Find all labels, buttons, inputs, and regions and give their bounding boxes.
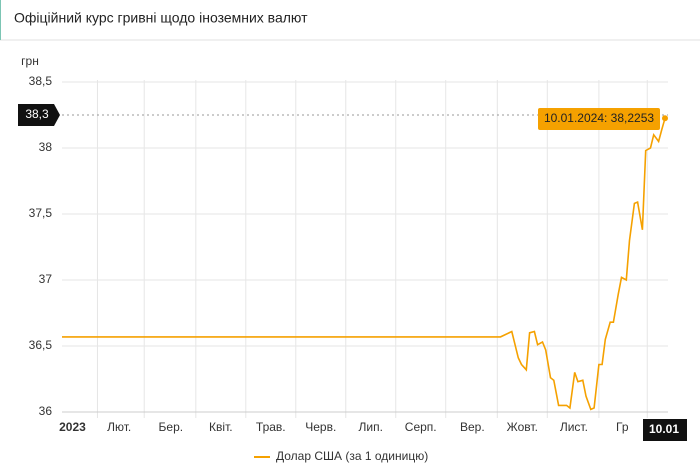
- x-tick-label: Серп.: [405, 420, 437, 434]
- x-tick-label: Лип.: [359, 420, 383, 434]
- tooltip-box: [538, 108, 660, 130]
- legend-label: Долар США (за 1 одиницю): [276, 449, 428, 463]
- x-tick-label: Вер.: [460, 420, 485, 434]
- header: [0, 0, 700, 40]
- tooltip-text: 10.01.2024: 38,2253: [544, 111, 654, 125]
- x-tick-label: Лют.: [107, 420, 131, 434]
- line-series: [62, 118, 666, 411]
- x-tick-label: Жовт.: [507, 420, 538, 434]
- y-tick-label: 38: [39, 140, 53, 154]
- y-tick-label: 36: [39, 404, 53, 418]
- header-title: Офіційний курс гривні щодо іноземних вал…: [14, 10, 308, 26]
- y-tick-label: 37,5: [29, 206, 53, 220]
- x-tick-label: Квіт.: [209, 420, 233, 434]
- y-axis-label: грн: [21, 54, 39, 68]
- x-tick-label: Гр: [616, 420, 629, 434]
- crosshair-y-label: 38,3: [25, 107, 49, 121]
- x-tick-label: Трав.: [256, 420, 286, 434]
- x-tick-label: Бер.: [159, 420, 184, 434]
- crosshair-x-label: 10.01: [649, 422, 679, 436]
- y-tick-label: 38,5: [29, 74, 53, 88]
- crosshair-y-badge: [18, 104, 60, 126]
- crosshair-x-badge: [643, 419, 687, 441]
- y-tick-label: 36,5: [29, 338, 53, 352]
- x-tick-label: Лист.: [560, 420, 588, 434]
- x-tick-label: 2023: [59, 420, 86, 434]
- y-tick-label: 37: [39, 272, 53, 286]
- x-tick-label: Черв.: [305, 420, 336, 434]
- hover-point: [662, 115, 668, 122]
